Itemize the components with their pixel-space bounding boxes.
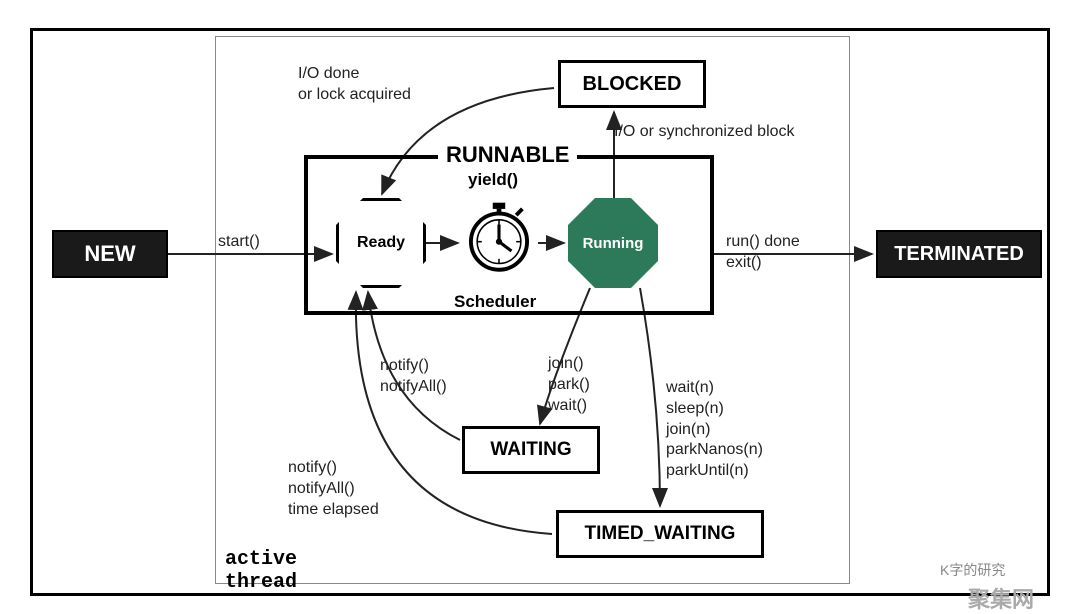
scheduler-label: Scheduler xyxy=(454,292,536,312)
state-terminated: TERMINATED xyxy=(876,230,1042,278)
label-join-wait: join()park()wait() xyxy=(548,354,590,416)
state-terminated-label: TERMINATED xyxy=(894,243,1024,266)
state-ready: Ready xyxy=(336,198,426,288)
state-blocked: BLOCKED xyxy=(558,60,706,108)
state-timed-waiting-label: TIMED_WAITING xyxy=(585,523,736,545)
label-io-done: I/O doneor lock acquired xyxy=(298,64,411,106)
state-new: NEW xyxy=(52,230,168,278)
state-waiting-label: WAITING xyxy=(490,439,571,461)
state-running: Running xyxy=(568,198,658,288)
state-timed-waiting: TIMED_WAITING xyxy=(556,510,764,558)
label-notify2: notify()notifyAll()time elapsed xyxy=(288,458,379,520)
watermark-site: 聚集网 xyxy=(968,582,1034,614)
label-start: start() xyxy=(218,232,260,253)
state-new-label: NEW xyxy=(84,241,135,267)
state-ready-label: Ready xyxy=(357,234,405,252)
watermark-source: K字的研究 xyxy=(940,560,1005,580)
active-thread-label: active thread xyxy=(225,548,297,594)
label-timed-methods: wait(n)sleep(n)join(n)parkNanos(n)parkUn… xyxy=(666,378,763,482)
label-run-done: run() doneexit() xyxy=(726,232,800,274)
stopwatch-icon xyxy=(460,198,538,276)
state-waiting: WAITING xyxy=(462,426,600,474)
state-blocked-label: BLOCKED xyxy=(583,73,682,96)
state-running-label: Running xyxy=(583,235,644,252)
label-notify1: notify()notifyAll() xyxy=(380,356,447,398)
label-io-block: I/O or synchronized block xyxy=(614,122,795,143)
yield-label: yield() xyxy=(468,170,518,190)
runnable-title: RUNNABLE xyxy=(438,142,577,168)
